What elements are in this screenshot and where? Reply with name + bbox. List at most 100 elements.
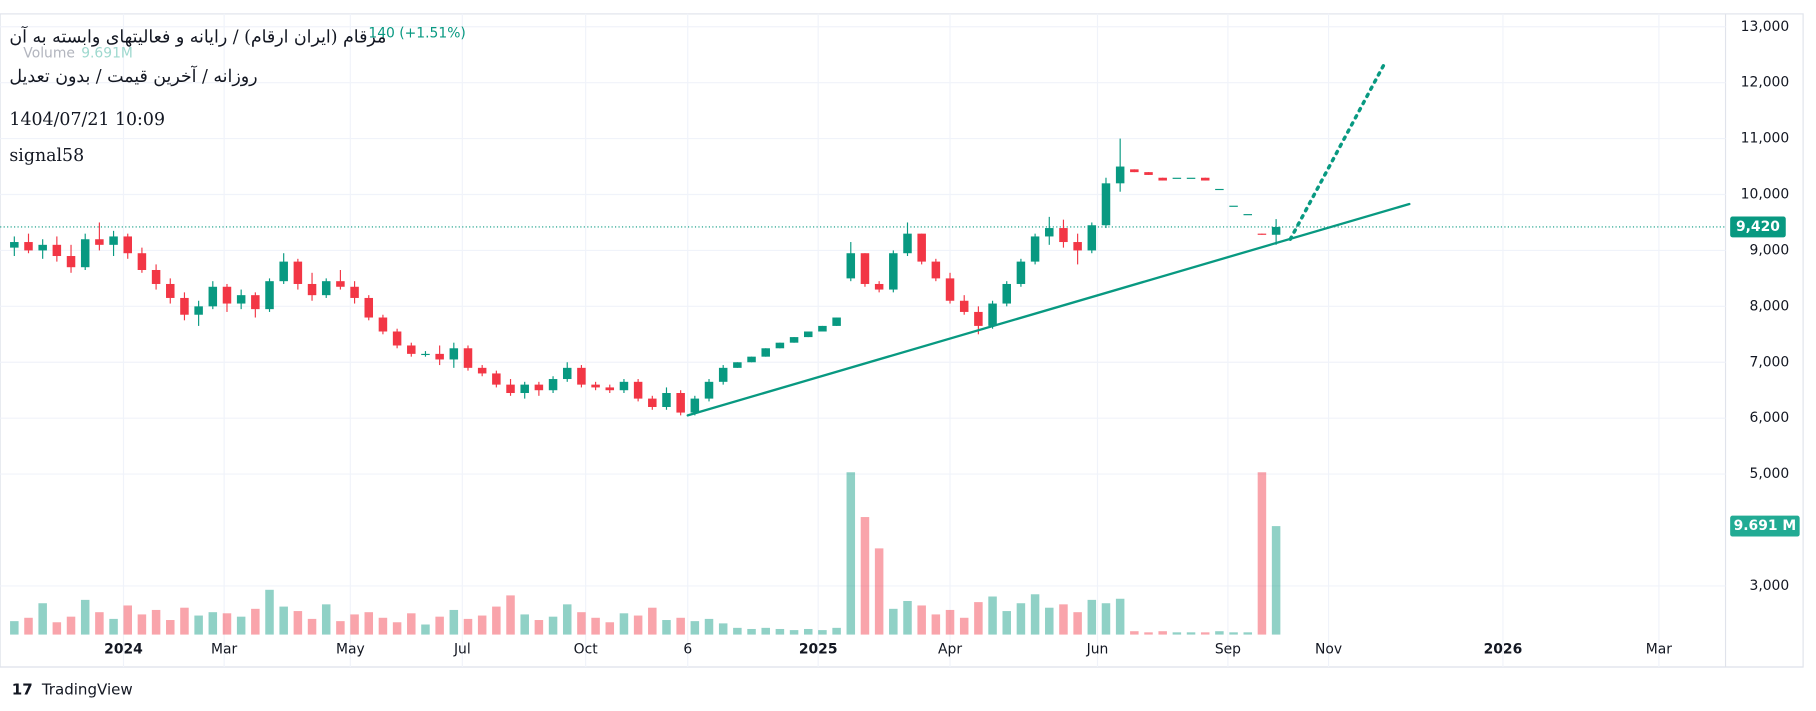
x-tick-label: Apr <box>938 642 962 658</box>
candle-body <box>1172 177 1182 179</box>
volume-bar <box>1243 632 1253 635</box>
volume-bar <box>364 612 374 635</box>
volume-bar <box>1059 604 1068 635</box>
volume-bar <box>1002 611 1011 635</box>
candle-body <box>1215 188 1224 191</box>
volume-bar <box>392 622 402 635</box>
candle-body <box>52 244 62 257</box>
volume-bar <box>789 630 799 635</box>
volume-bar <box>350 614 359 635</box>
volume-bar <box>208 612 218 635</box>
candle-body <box>1186 177 1196 179</box>
last-price-label: 9,420 <box>1736 219 1780 235</box>
candle-body <box>1073 242 1082 251</box>
y-tick-label: 3,000 <box>1749 578 1789 594</box>
candle-body <box>1130 169 1139 173</box>
candle-body <box>279 261 288 282</box>
volume-bar <box>520 614 529 635</box>
volume-bar <box>95 612 104 635</box>
volume-bar <box>931 614 941 635</box>
candle-body <box>846 253 856 279</box>
y-tick-label: 7,000 <box>1749 354 1789 370</box>
x-tick-label: Nov <box>1315 642 1342 658</box>
candle-body <box>945 278 955 301</box>
last-volume-badge <box>1730 515 1800 537</box>
candle-body <box>1243 214 1253 216</box>
candle-body <box>804 331 813 338</box>
candle-body <box>24 242 33 251</box>
candle-body <box>789 337 799 343</box>
x-tick-label: 2026 <box>1484 642 1523 658</box>
volume-bar <box>435 616 444 635</box>
candle-body <box>704 381 714 399</box>
candle-body <box>1016 261 1026 284</box>
candle-body <box>860 253 870 284</box>
candle-body <box>1101 183 1111 226</box>
candle-body <box>336 281 345 287</box>
candle-body <box>818 325 827 332</box>
volume-bar <box>1172 632 1182 635</box>
candle-body <box>293 261 303 284</box>
candle-body <box>378 317 388 332</box>
candle-body <box>959 300 969 312</box>
volume-bar <box>265 589 274 635</box>
volume-bar <box>166 620 175 635</box>
candle-body <box>1087 225 1097 251</box>
volume-bar <box>548 616 558 635</box>
volume-bar <box>1030 594 1040 635</box>
candle-body <box>676 393 685 413</box>
volume-bar <box>718 623 728 635</box>
candle-body <box>605 387 615 391</box>
y-tick-label: 5,000 <box>1749 466 1789 482</box>
volume-bar <box>988 596 997 635</box>
volume-name: Volume <box>23 45 75 61</box>
footer-logo: 17 <box>12 681 33 699</box>
candle-body <box>874 283 884 290</box>
candle-body <box>974 311 983 326</box>
candle-body <box>435 353 444 360</box>
volume-bar <box>24 617 33 635</box>
volume-bar <box>194 615 203 635</box>
footer-brand: TradingView <box>41 681 133 699</box>
volume-bar <box>123 605 132 635</box>
x-tick-label: Mar <box>211 642 237 658</box>
volume-bar <box>1115 598 1125 635</box>
volume-bar <box>959 617 969 635</box>
volume-bar <box>378 617 388 635</box>
candle-body <box>251 295 260 310</box>
candle-body <box>166 283 175 298</box>
volume-bar <box>633 615 643 635</box>
candle-body <box>208 286 218 307</box>
volume-bar <box>1144 632 1153 635</box>
x-tick-label: Oct <box>574 642 599 658</box>
candle-body <box>222 286 232 304</box>
candle-body <box>307 283 317 296</box>
candle-body <box>137 253 147 270</box>
volume-bar <box>80 599 90 635</box>
volume-bar <box>1101 603 1111 635</box>
candle-body <box>1045 228 1054 237</box>
volume-bar <box>222 613 232 635</box>
volume-bar <box>562 604 572 635</box>
volume-bar <box>506 595 515 635</box>
candle-body <box>407 345 416 354</box>
volume-bar <box>251 608 260 635</box>
candle-body <box>1144 172 1153 175</box>
volume-bar <box>690 621 700 635</box>
candle-body <box>1158 177 1167 181</box>
y-tick-label: 12,000 <box>1741 75 1790 91</box>
candle-body <box>534 384 544 391</box>
candle-body <box>350 286 359 298</box>
candle-body <box>236 295 246 304</box>
volume-bar <box>733 627 742 635</box>
candle-body <box>421 353 430 356</box>
volume-bar <box>1229 632 1238 635</box>
candle-body <box>577 367 586 385</box>
volume-bar <box>1200 632 1210 635</box>
volume-bar <box>38 603 47 635</box>
volume-bar <box>860 517 870 635</box>
volume-bar <box>1016 603 1026 635</box>
volume-bar <box>477 615 487 635</box>
volume-bar <box>1130 631 1139 635</box>
